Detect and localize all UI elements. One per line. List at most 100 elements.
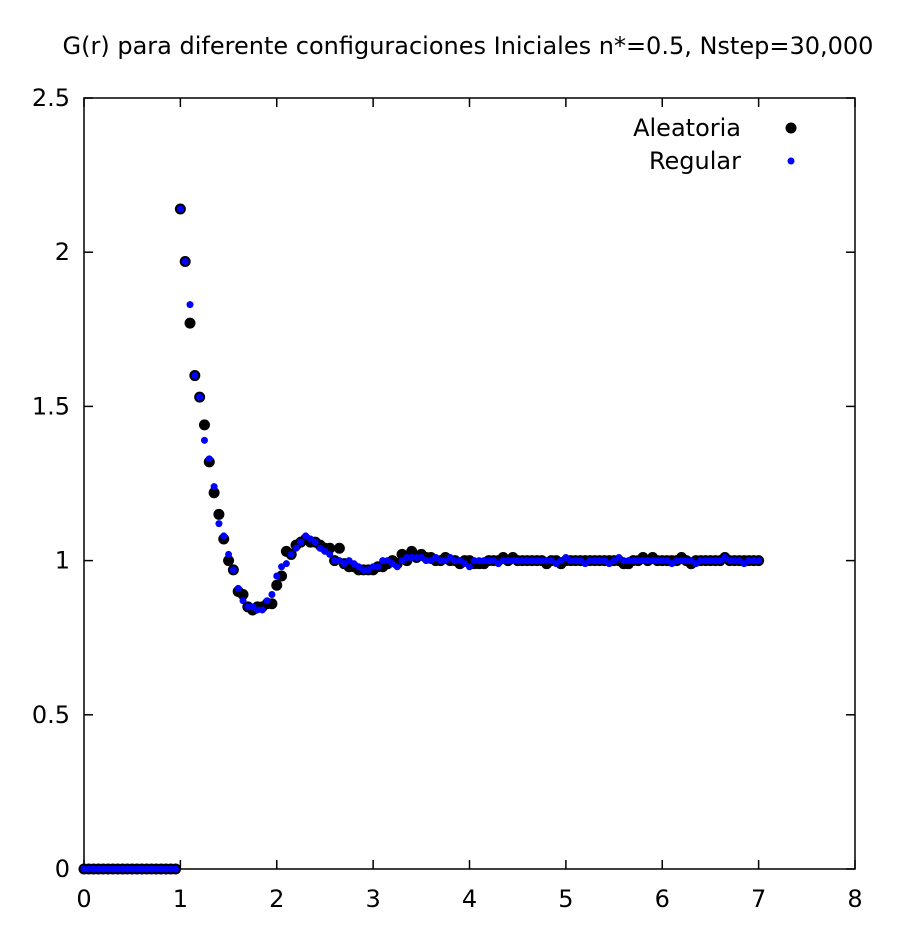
data-point [403, 554, 411, 562]
legend-label: Regular [649, 147, 741, 175]
data-point [755, 557, 763, 565]
data-point [85, 865, 93, 873]
data-point [333, 542, 345, 554]
data-point [543, 557, 551, 565]
data-point [649, 557, 657, 565]
data-point [172, 865, 180, 873]
axes: 0 1 2 3 4 5 6 7 8 0 0.5 1 1.5 2 2.5 [32, 84, 863, 913]
x-tick-label: 7 [751, 885, 766, 913]
series-layer [78, 203, 765, 875]
data-point [297, 538, 305, 546]
data-point [273, 572, 281, 580]
legend-label: Aleatoria [633, 114, 741, 142]
data-point [167, 865, 175, 873]
data-point [702, 557, 710, 565]
x-tick-label: 4 [462, 885, 477, 913]
data-point [519, 557, 527, 565]
data-point [697, 557, 705, 565]
x-tick-label: 5 [558, 885, 573, 913]
data-point [379, 557, 387, 565]
data-point [239, 597, 247, 605]
y-tick-label: 0 [55, 855, 70, 883]
data-point [176, 205, 184, 213]
data-point [653, 557, 661, 565]
data-point [292, 544, 300, 552]
data-point [586, 557, 594, 565]
data-point [143, 865, 151, 873]
data-point [533, 557, 541, 565]
data-point [123, 865, 131, 873]
x-tick-label: 3 [365, 885, 380, 913]
data-point [596, 557, 604, 565]
data-point [437, 557, 445, 565]
data-point [220, 532, 228, 540]
chart-title: G(r) para diferente configuraciones Inic… [63, 32, 874, 60]
data-point [523, 557, 531, 565]
x-tick-label: 6 [655, 885, 670, 913]
y-tick-label: 2 [55, 238, 70, 266]
data-point [374, 563, 382, 571]
data-point [504, 557, 512, 565]
data-point [198, 419, 210, 431]
data-point [475, 557, 483, 565]
data-point [711, 557, 719, 565]
data-point [480, 557, 488, 565]
y-tick-label: 0.5 [32, 701, 70, 729]
data-point [634, 557, 642, 565]
data-point [499, 557, 507, 565]
data-point [528, 557, 536, 565]
data-point [229, 566, 237, 574]
x-tick-label: 8 [847, 885, 862, 913]
data-point [80, 865, 88, 873]
data-point [658, 557, 666, 565]
data-point [200, 436, 208, 444]
data-point [326, 550, 334, 558]
data-point [485, 557, 493, 565]
data-point [731, 557, 739, 565]
data-point [509, 557, 517, 565]
data-point [514, 557, 522, 565]
data-point [186, 301, 194, 309]
data-point [639, 557, 647, 565]
data-point [311, 538, 319, 546]
data-point [359, 566, 367, 574]
y-tick-label: 1 [55, 547, 70, 575]
data-point [138, 865, 146, 873]
data-point [104, 865, 112, 873]
data-point [567, 557, 575, 565]
plot-frame [83, 97, 856, 870]
data-point [215, 520, 223, 528]
data-point [268, 591, 276, 599]
data-point [90, 865, 98, 873]
data-point [94, 865, 102, 873]
data-point [572, 557, 580, 565]
data-point [244, 603, 252, 611]
data-point [629, 557, 637, 565]
data-point [162, 865, 170, 873]
data-point [591, 557, 599, 565]
data-point [205, 455, 213, 463]
series-regular [80, 205, 763, 873]
legend-marker [785, 122, 797, 134]
series-aleatoria [78, 203, 765, 875]
data-point [678, 557, 686, 565]
data-point [99, 865, 107, 873]
data-point [263, 597, 271, 605]
data-point [208, 487, 220, 499]
data-point [287, 550, 295, 558]
data-point [152, 865, 160, 873]
data-point [422, 557, 430, 565]
data-point [258, 606, 266, 614]
data-point [412, 554, 420, 562]
data-point [237, 589, 249, 601]
data-point [393, 563, 401, 571]
data-point [682, 557, 690, 565]
legend-marker [787, 157, 795, 165]
data-point [750, 557, 758, 565]
data-point [538, 557, 546, 565]
x-tick-label: 1 [173, 885, 188, 913]
data-point [620, 557, 628, 565]
data-point [225, 550, 233, 558]
data-point [213, 508, 225, 520]
y-tick-label: 1.5 [32, 392, 70, 420]
